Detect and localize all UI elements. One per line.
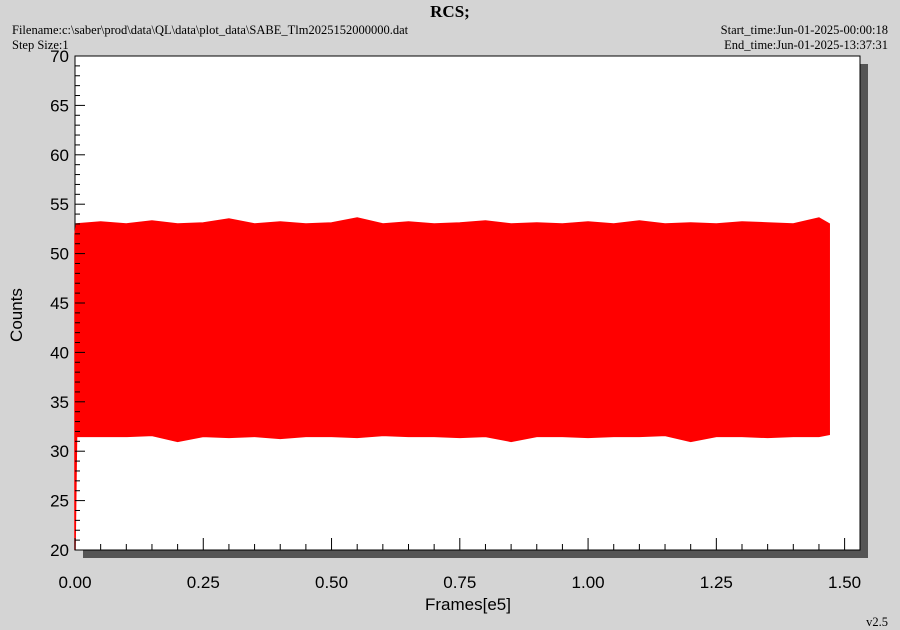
x-tick-label: 1.50 <box>828 573 861 592</box>
y-axis-label: Counts <box>7 288 26 342</box>
y-tick-label: 50 <box>50 245 69 264</box>
filename: Filename:c:\saber\prod\data\QL\data\plot… <box>12 23 409 37</box>
x-tick-label: 0.75 <box>443 573 476 592</box>
x-tick-label: 0.25 <box>187 573 220 592</box>
y-tick-label: 25 <box>50 492 69 511</box>
x-tick-label: 1.00 <box>572 573 605 592</box>
x-tick-label: 0.50 <box>315 573 348 592</box>
y-tick-label: 35 <box>50 393 69 412</box>
data-band <box>74 217 830 551</box>
x-axis-label: Frames[e5] <box>425 595 511 614</box>
y-tick-label: 20 <box>50 541 69 560</box>
chart-title: RCS; <box>430 2 470 21</box>
start-time: Start_time:Jun-01-2025-00:00:18 <box>721 23 888 37</box>
y-tick-label: 65 <box>50 96 69 115</box>
x-tick-label: 1.25 <box>700 573 733 592</box>
y-tick-label: 55 <box>50 195 69 214</box>
step-size: Step Size:1 <box>12 38 69 52</box>
y-tick-label: 70 <box>50 47 69 66</box>
y-tick-label: 60 <box>50 146 69 165</box>
y-tick-label: 30 <box>50 442 69 461</box>
y-tick-label: 45 <box>50 294 69 313</box>
version: v2.5 <box>866 615 888 629</box>
end-time: End_time:Jun-01-2025-13:37:31 <box>724 38 888 52</box>
y-tick-label: 40 <box>50 343 69 362</box>
x-tick-label: 0.00 <box>58 573 91 592</box>
